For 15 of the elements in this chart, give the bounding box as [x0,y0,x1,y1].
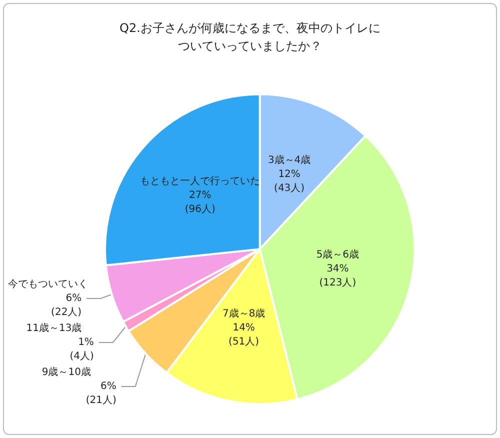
slice-label: 9歳～10歳 [42,366,91,378]
data-label: 27% (96人) [184,190,216,215]
data-label: 6% (22人) [51,292,82,318]
slice-label: もともと一人で行っていた [140,176,260,187]
data-label: 14% (51人) [228,322,260,348]
slice-label: 5歳～6歳 [316,248,360,261]
data-label: 1% (4人) [70,336,94,362]
data-label: 12% (43人) [274,168,305,194]
data-label: 34% (123人) [319,264,356,289]
slice-label: 11歳～13歳 [26,322,82,334]
slice-label: 3歳～4歳 [268,154,311,166]
chart-title: Q2.お子さんが何歳になるまで、夜中のトイレについていっていましたか？ [120,21,380,53]
slice-label: 7歳～8歳 [222,307,266,320]
data-label: 6% (21人) [86,380,116,406]
slice-label: 今でもついていく [8,278,88,290]
